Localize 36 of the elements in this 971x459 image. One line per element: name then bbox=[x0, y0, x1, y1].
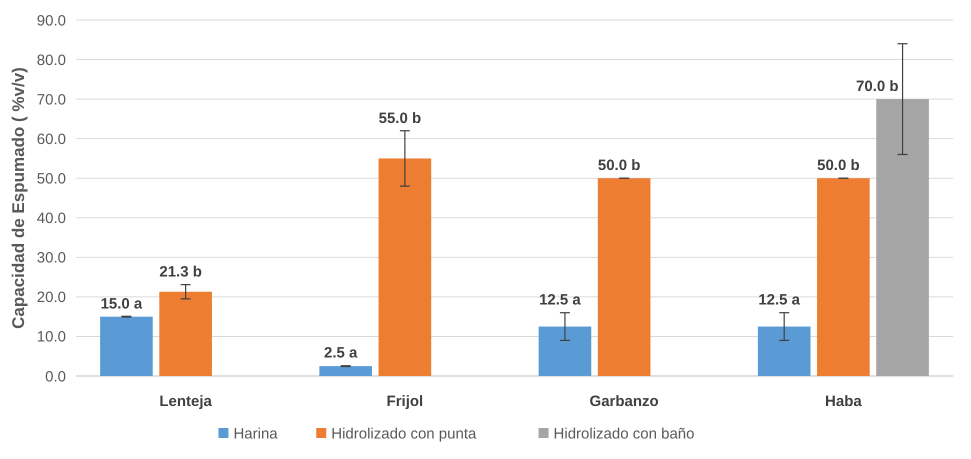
x-tick-label: Lenteja bbox=[159, 393, 213, 410]
bar bbox=[598, 178, 650, 376]
data-label: 70.0 b bbox=[856, 78, 899, 96]
y-tick-label: 20.0 bbox=[36, 289, 66, 306]
bar bbox=[817, 178, 870, 376]
y-tick-label: 0.0 bbox=[45, 368, 66, 386]
data-label: 55.0 b bbox=[378, 110, 422, 127]
bar bbox=[159, 292, 212, 376]
data-label: 15.0 a bbox=[100, 295, 143, 312]
y-tick-label: 10.0 bbox=[36, 328, 66, 346]
legend-label: Hidrolizado con punta bbox=[331, 425, 477, 442]
data-label: 12.5 a bbox=[758, 292, 801, 309]
data-label: 50.0 b bbox=[598, 157, 640, 174]
bar bbox=[758, 326, 810, 376]
x-tick-label: Haba bbox=[825, 393, 862, 410]
legend-label: Harina bbox=[233, 425, 278, 442]
x-tick-label: Frijol bbox=[386, 393, 424, 410]
data-label: 50.0 b bbox=[817, 157, 860, 174]
y-tick-label: 50.0 bbox=[36, 170, 66, 188]
bar bbox=[876, 99, 929, 376]
bar bbox=[378, 158, 432, 376]
y-axis-title: Capacidad de Espumado ( %v/v) bbox=[9, 67, 28, 329]
bar bbox=[538, 326, 592, 376]
data-label: 12.5 a bbox=[539, 292, 582, 309]
y-tick-label: 80.0 bbox=[36, 52, 66, 69]
y-tick-label: 90.0 bbox=[36, 12, 66, 30]
y-tick-label: 30.0 bbox=[36, 250, 66, 267]
legend-label: Hidrolizado con baño bbox=[554, 425, 694, 442]
bar bbox=[319, 366, 372, 376]
data-label: 2.5 a bbox=[324, 344, 358, 362]
bar bbox=[100, 316, 153, 376]
data-label: 21.3 b bbox=[159, 264, 202, 281]
y-tick-label: 60.0 bbox=[36, 130, 66, 148]
x-tick-label: Garbanzo bbox=[590, 393, 659, 410]
y-tick-label: 70.0 bbox=[36, 91, 66, 108]
y-tick-label: 40.0 bbox=[36, 210, 66, 228]
